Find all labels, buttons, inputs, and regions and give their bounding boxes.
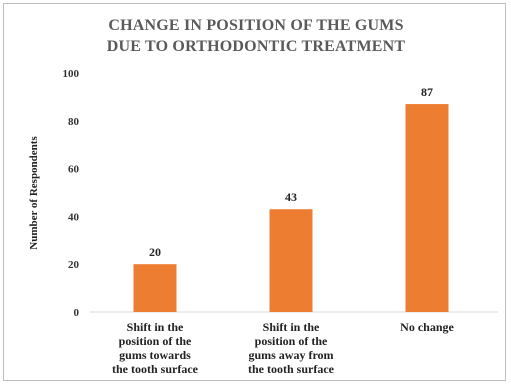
y-tick-label: 100 bbox=[63, 68, 80, 80]
category-label-line: the tooth surface bbox=[248, 362, 335, 376]
y-ticks: 0 20 40 60 80 100 bbox=[63, 68, 80, 319]
y-tick-label: 0 bbox=[74, 307, 80, 319]
data-labels: 20 43 87 bbox=[149, 85, 433, 259]
y-tick-label: 80 bbox=[68, 116, 80, 128]
chart-title-line-1: CHANGE IN POSITION OF THE GUMS bbox=[108, 17, 403, 34]
category-label-line: gums away from bbox=[248, 348, 333, 362]
chart-title-line-2: DUE TO ORTHODONTIC TREATMENT bbox=[107, 38, 406, 55]
category-label-line: the tooth surface bbox=[112, 362, 199, 376]
bar bbox=[269, 209, 313, 312]
category-label-line: No change bbox=[400, 320, 454, 334]
y-tick-label: 60 bbox=[68, 164, 80, 176]
bar bbox=[133, 264, 177, 312]
data-label: 87 bbox=[421, 85, 433, 99]
category-label-line: position of the bbox=[119, 334, 192, 348]
data-label: 43 bbox=[285, 190, 297, 204]
bars bbox=[133, 104, 449, 312]
data-label: 20 bbox=[149, 245, 161, 259]
category-label-line: Shift in the bbox=[127, 320, 184, 334]
y-axis-label: Number of Respondents bbox=[28, 136, 40, 250]
y-tick-label: 20 bbox=[68, 259, 80, 271]
category-label-line: gums towards bbox=[119, 348, 191, 362]
category-label-line: position of the bbox=[255, 334, 328, 348]
y-tick-label: 40 bbox=[68, 211, 80, 223]
bar bbox=[405, 104, 449, 312]
category-label-line: Shift in the bbox=[263, 320, 320, 334]
